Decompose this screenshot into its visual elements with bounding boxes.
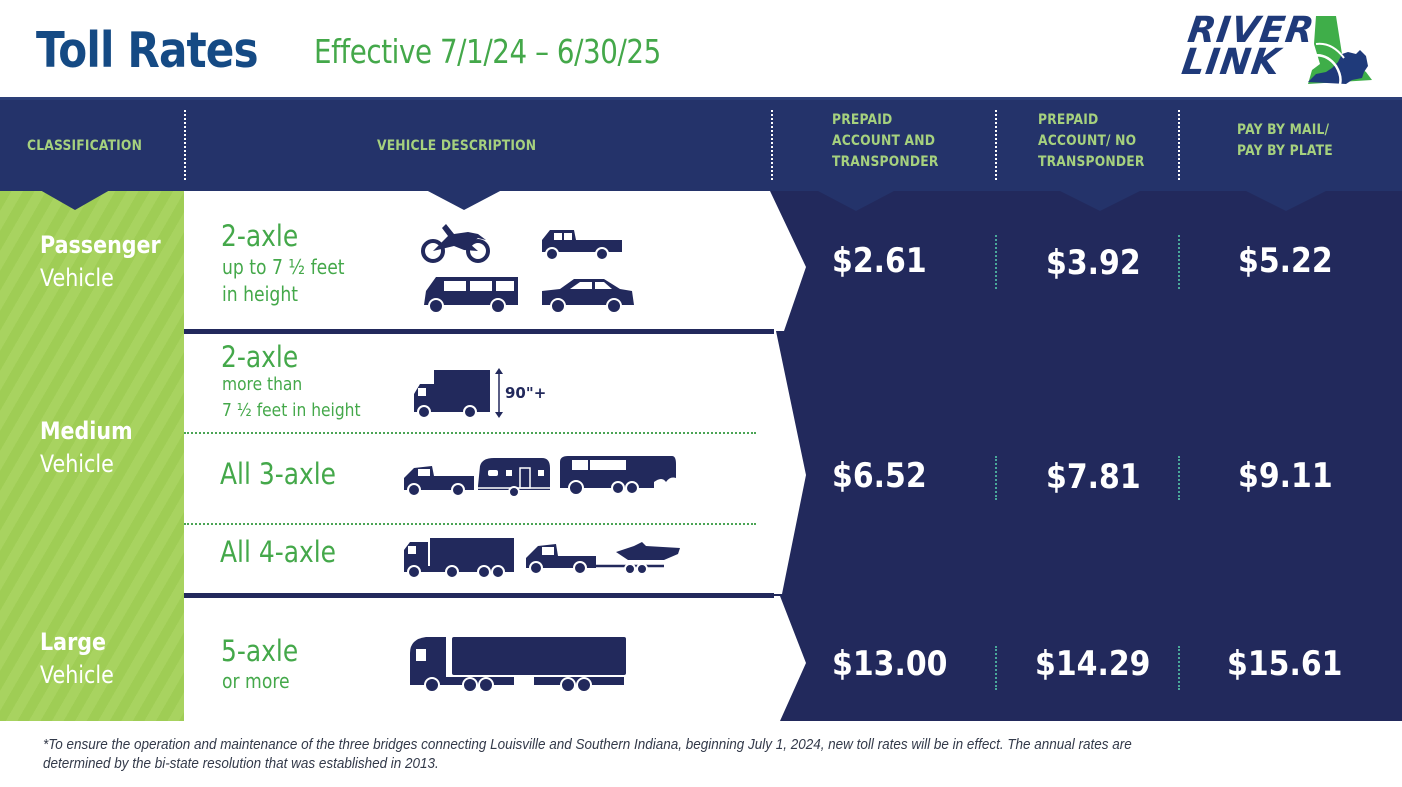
header-line: PREPAID — [832, 112, 893, 128]
class-large: Large Vehicle — [40, 626, 114, 692]
van-icon — [424, 277, 518, 314]
header-divider — [771, 110, 773, 180]
price-divider — [995, 235, 997, 289]
col-header-prepaid-no-transponder: PREPAID ACCOUNT/ NO TRANSPONDER — [1038, 110, 1144, 173]
pickup-with-camper-trailer-icon — [404, 458, 550, 498]
price-passenger-prepaid-transponder: $2.61 — [832, 241, 927, 281]
price-large-prepaid-no-transponder: $14.29 — [1035, 644, 1151, 684]
col-header-classification: CLASSIFICATION — [27, 138, 143, 154]
header-line: PAY BY MAIL/ — [1237, 122, 1330, 138]
class-medium: Medium Vehicle — [40, 415, 133, 481]
class-label-line: Vehicle — [40, 264, 114, 292]
logo-text-link: LINK — [1179, 42, 1284, 83]
class-label-line: Vehicle — [40, 661, 114, 689]
desc-title: 2-axle — [221, 340, 299, 374]
pickup-truck-icon — [542, 230, 622, 261]
price-divider — [1178, 456, 1180, 500]
price-medium-prepaid-transponder: $6.52 — [832, 456, 927, 496]
header-notch-description — [426, 190, 502, 210]
motorcycle-icon — [421, 224, 490, 263]
desc-title: All 3-axle — [220, 457, 337, 491]
pickup-with-boat-trailer-icon — [526, 542, 680, 575]
subrow-divider — [184, 432, 756, 434]
table-header — [0, 97, 1402, 191]
price-medium-pay-by-mail: $9.11 — [1238, 456, 1333, 496]
height-arrow-icon — [495, 368, 503, 418]
class-label-line: Medium — [40, 417, 133, 445]
class-label-line: Passenger — [40, 231, 161, 259]
desc-detail-line: up to 7 ½ feet — [222, 255, 345, 279]
price-passenger-pay-by-mail: $5.22 — [1238, 241, 1333, 281]
height-label: 90"+ — [505, 384, 547, 402]
class-label-line: Vehicle — [40, 450, 114, 478]
price-divider — [1178, 646, 1180, 690]
class-passenger: Passenger Vehicle — [40, 229, 161, 295]
kentucky-indiana-map-icon — [1305, 16, 1372, 84]
footnote-line: *To ensure the operation and maintenance… — [43, 737, 1132, 753]
price-divider — [1178, 235, 1180, 289]
semi-truck-icon — [410, 637, 626, 693]
desc-detail: more than 7 ½ feet in height — [222, 372, 361, 424]
col-header-pay-by-mail: PAY BY MAIL/ PAY BY PLATE — [1237, 120, 1333, 162]
row-divider — [184, 593, 774, 598]
desc-title: 5-axle — [221, 634, 299, 668]
effective-dates: Effective 7/1/24 – 6/30/25 — [314, 32, 661, 71]
col-header-prepaid-transponder: PREPAID ACCOUNT AND TRANSPONDER — [832, 110, 938, 173]
price-divider — [995, 456, 997, 500]
motorhome-icon — [560, 456, 676, 496]
footnote-line: determined by the bi-state resolution th… — [43, 756, 439, 772]
price-passenger-prepaid-no-transponder: $3.92 — [1046, 243, 1141, 283]
row-divider — [184, 329, 774, 334]
header-line: ACCOUNT/ NO — [1038, 133, 1137, 149]
header-line: PREPAID — [1038, 112, 1099, 128]
col-header-vehicle-description: VEHICLE DESCRIPTION — [377, 138, 537, 154]
box-truck-icon — [414, 370, 490, 419]
header-line: TRANSPONDER — [1038, 154, 1145, 170]
header-line: PAY BY PLATE — [1237, 143, 1333, 159]
desc-detail-line: more than — [222, 374, 303, 395]
price-column-background — [770, 191, 1402, 721]
page-title: Toll Rates — [36, 22, 259, 79]
price-medium-prepaid-no-transponder: $7.81 — [1046, 457, 1141, 497]
class-label-line: Large — [40, 628, 107, 656]
desc-detail-line: 7 ½ feet in height — [222, 400, 361, 421]
sedan-icon — [542, 279, 634, 314]
price-divider — [995, 646, 997, 690]
desc-detail-line: in height — [222, 282, 298, 306]
desc-title: 2-axle — [221, 219, 299, 253]
footnote: *To ensure the operation and maintenance… — [43, 736, 1289, 774]
price-large-prepaid-transponder: $13.00 — [832, 644, 948, 684]
desc-detail: up to 7 ½ feet in height — [222, 254, 345, 308]
price-large-pay-by-mail: $15.61 — [1227, 644, 1343, 684]
header-divider — [1178, 110, 1180, 180]
header-notch-classification — [40, 190, 110, 210]
classification-column — [0, 191, 184, 721]
header-line: TRANSPONDER — [832, 154, 939, 170]
header-divider — [184, 110, 186, 180]
desc-title: All 4-axle — [220, 535, 337, 569]
box-truck-tandem-icon — [404, 538, 514, 579]
riverlink-logo: RIVER LINK — [1179, 10, 1375, 84]
desc-detail-line: or more — [222, 669, 290, 693]
desc-detail: or more — [222, 668, 290, 695]
header-divider — [995, 110, 997, 180]
subrow-divider — [184, 523, 756, 525]
header-line: ACCOUNT AND — [832, 133, 936, 149]
